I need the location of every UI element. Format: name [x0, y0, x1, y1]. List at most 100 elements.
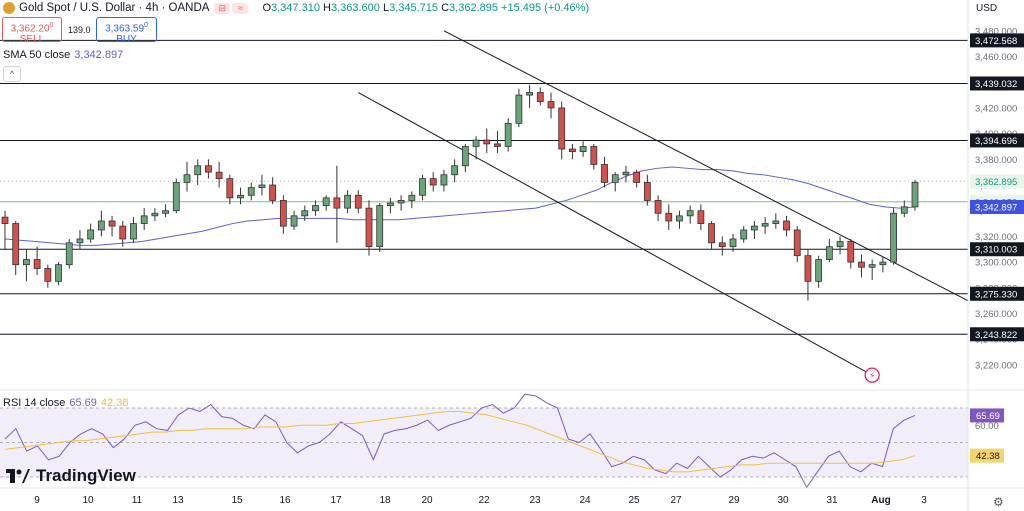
- candle-body[interactable]: [55, 264, 62, 282]
- candle-body[interactable]: [44, 268, 52, 282]
- candle-body[interactable]: [761, 223, 769, 227]
- candle-body[interactable]: [408, 194, 416, 201]
- candle-body[interactable]: [890, 212, 897, 263]
- candle-body[interactable]: [108, 220, 116, 227]
- candle-body[interactable]: [322, 197, 330, 206]
- sma-legend[interactable]: SMA 50 close 3,342.897: [3, 49, 124, 61]
- candle-body[interactable]: [23, 259, 30, 266]
- candle-body[interactable]: [847, 241, 855, 263]
- candle-body[interactable]: [440, 174, 448, 186]
- settings-gear-icon[interactable]: ⚙: [993, 495, 1004, 509]
- candle-body[interactable]: [290, 215, 298, 227]
- rsi-legend[interactable]: RSI 14 close 65.69 42.38: [3, 397, 129, 409]
- candle-body[interactable]: [333, 197, 341, 209]
- currency-label[interactable]: USD: [976, 3, 998, 14]
- candle-body[interactable]: [429, 178, 437, 186]
- candle-body[interactable]: [601, 164, 608, 183]
- candle-body[interactable]: [504, 122, 512, 147]
- candle-body[interactable]: [194, 165, 202, 176]
- candle-body[interactable]: [590, 146, 598, 165]
- candle-body[interactable]: [119, 225, 127, 240]
- candle-body[interactable]: [365, 207, 373, 248]
- candle-body[interactable]: [354, 194, 362, 209]
- candle-body[interactable]: [686, 210, 694, 217]
- candle-body[interactable]: [76, 238, 84, 244]
- candle-body[interactable]: [397, 200, 405, 204]
- candle-body[interactable]: [472, 139, 480, 147]
- candle-body[interactable]: [622, 171, 630, 176]
- candle-body[interactable]: [183, 174, 191, 183]
- candle-body[interactable]: [419, 178, 426, 196]
- candle-body[interactable]: [793, 229, 801, 257]
- lower-trendline[interactable]: [358, 92, 873, 376]
- candle-body[interactable]: [911, 182, 919, 208]
- candle-body[interactable]: [1, 216, 9, 224]
- candle-body[interactable]: [33, 259, 41, 269]
- candle-body[interactable]: [279, 200, 287, 227]
- candle-body[interactable]: [215, 171, 223, 179]
- candle-body[interactable]: [494, 143, 501, 147]
- candle-body[interactable]: [547, 101, 555, 109]
- lightning-icon[interactable]: [864, 367, 880, 383]
- candle-body[interactable]: [740, 229, 748, 240]
- candle-body[interactable]: [804, 255, 812, 282]
- candle-body[interactable]: [643, 182, 651, 201]
- candle-body[interactable]: [579, 146, 587, 153]
- collapse-legend-button[interactable]: ^: [3, 66, 21, 82]
- candle-body[interactable]: [718, 242, 726, 248]
- candle-body[interactable]: [858, 261, 865, 268]
- candle-body[interactable]: [783, 220, 790, 231]
- candle-body[interactable]: [258, 184, 266, 188]
- candle-body[interactable]: [65, 242, 73, 266]
- candle-body[interactable]: [151, 212, 159, 217]
- candle-body[interactable]: [130, 223, 137, 240]
- candle-body[interactable]: [269, 184, 277, 201]
- candle-body[interactable]: [301, 210, 309, 217]
- candle-body[interactable]: [665, 212, 673, 222]
- candle-body[interactable]: [87, 229, 95, 240]
- candle-body[interactable]: [772, 220, 780, 224]
- candle-body[interactable]: [461, 146, 469, 167]
- candle-body[interactable]: [654, 200, 662, 214]
- candle-body[interactable]: [611, 174, 619, 183]
- candle-body[interactable]: [536, 92, 544, 102]
- candle-body[interactable]: [205, 165, 212, 173]
- candle-body[interactable]: [162, 210, 169, 214]
- candle-body[interactable]: [387, 202, 394, 206]
- candle-body[interactable]: [140, 215, 148, 224]
- candle-body[interactable]: [12, 223, 20, 266]
- compare-icon[interactable]: ≈: [232, 2, 249, 14]
- candle-body[interactable]: [172, 182, 180, 212]
- symbol-title[interactable]: Gold Spot / U.S. Dollar · 4h · OANDA: [19, 2, 210, 14]
- candle-body[interactable]: [697, 210, 705, 224]
- candle-body[interactable]: [515, 94, 523, 124]
- candle-body[interactable]: [526, 92, 533, 96]
- candle-body[interactable]: [900, 206, 908, 214]
- candle-body[interactable]: [558, 107, 566, 150]
- candle-body[interactable]: [836, 241, 844, 248]
- candle-body[interactable]: [247, 187, 255, 196]
- candle-body[interactable]: [344, 194, 351, 209]
- candle-body[interactable]: [879, 261, 887, 266]
- candle-body[interactable]: [376, 205, 384, 248]
- upper-trendline[interactable]: [443, 30, 969, 302]
- candle-body[interactable]: [676, 215, 683, 222]
- candle-body[interactable]: [729, 238, 737, 248]
- candle-body[interactable]: [97, 220, 105, 231]
- candle-body[interactable]: [825, 246, 833, 260]
- candle-body[interactable]: [868, 264, 876, 268]
- candle-body[interactable]: [815, 259, 823, 282]
- candle-body[interactable]: [633, 171, 641, 183]
- candle-body[interactable]: [569, 148, 576, 153]
- sell-button[interactable]: 3,362.200 SELL: [2, 17, 62, 45]
- buy-button[interactable]: 3,363.590 BUY: [96, 17, 157, 45]
- candle-body[interactable]: [237, 194, 244, 199]
- alert-icon[interactable]: ⊟: [214, 2, 231, 14]
- candle-body[interactable]: [708, 223, 715, 244]
- candle-body[interactable]: [751, 225, 758, 231]
- candle-body[interactable]: [483, 139, 491, 145]
- candle-body[interactable]: [451, 165, 459, 176]
- candle-body[interactable]: [226, 178, 234, 199]
- candle-body[interactable]: [312, 205, 319, 212]
